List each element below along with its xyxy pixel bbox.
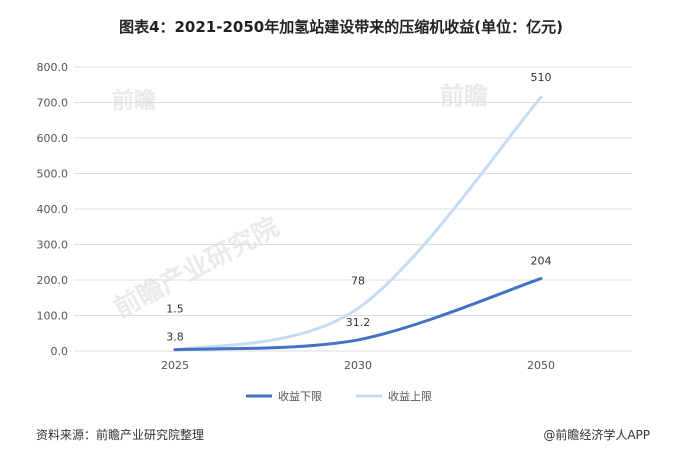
data-label: 510 bbox=[531, 71, 552, 84]
source-note: 资料来源：前瞻产业研究院整理 bbox=[36, 428, 205, 442]
y-tick-label: 500.0 bbox=[37, 168, 69, 181]
watermark-layer: 前瞻 前瞻产业研究院 前瞻 bbox=[109, 82, 488, 324]
legend-item: 收益下限 bbox=[246, 389, 322, 403]
chart-title: 图表4：2021-2050年加氢站建设带来的压缩机收益(单位：亿元) bbox=[119, 18, 563, 36]
legend-item: 收益上限 bbox=[356, 389, 432, 403]
gridlines bbox=[74, 66, 632, 352]
x-axis: 2025 2030 2050 bbox=[161, 359, 555, 372]
y-tick-label: 400.0 bbox=[37, 203, 69, 216]
y-tick-label: 800.0 bbox=[37, 61, 69, 74]
legend: 收益下限 收益上限 bbox=[246, 389, 432, 403]
y-tick-label: 200.0 bbox=[37, 274, 69, 287]
legend-label: 收益上限 bbox=[388, 389, 432, 403]
x-tick-label: 2025 bbox=[161, 359, 189, 372]
y-tick-label: 100.0 bbox=[37, 310, 69, 323]
data-label: 3.8 bbox=[166, 331, 184, 344]
y-tick-label: 0.0 bbox=[51, 345, 69, 358]
y-tick-label: 300.0 bbox=[37, 239, 69, 252]
series-line bbox=[173, 277, 543, 352]
x-tick-label: 2030 bbox=[344, 359, 372, 372]
series-line bbox=[173, 95, 543, 352]
y-tick-label: 600.0 bbox=[37, 132, 69, 145]
y-axis: 0.0 100.0 200.0 300.0 400.0 500.0 600.0 700.0 80… bbox=[37, 61, 69, 358]
y-tick-label: 700.0 bbox=[37, 97, 69, 110]
data-labels: 1.5 3.8 78 31.2 510 204 bbox=[166, 71, 551, 343]
brand-credit: @前瞻经济学人APP bbox=[543, 428, 650, 442]
data-label: 1.5 bbox=[166, 302, 184, 315]
series-lines bbox=[173, 95, 543, 352]
legend-label: 收益下限 bbox=[278, 389, 322, 403]
data-label: 78 bbox=[351, 274, 365, 287]
watermark-text: 前瞻 bbox=[112, 88, 156, 114]
data-label: 204 bbox=[531, 255, 552, 268]
x-tick-label: 2050 bbox=[527, 359, 555, 372]
watermark-text: 前瞻产业研究院 bbox=[109, 211, 284, 324]
watermark-text: 前瞻 bbox=[440, 82, 488, 110]
data-label: 31.2 bbox=[346, 316, 371, 329]
